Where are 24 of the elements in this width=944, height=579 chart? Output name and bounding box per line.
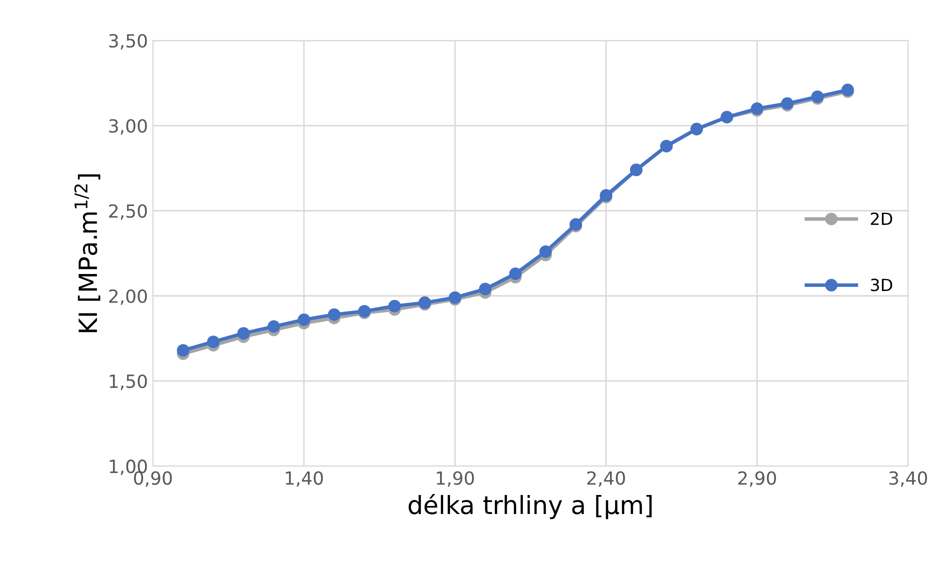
x-axis-title: délka trhliny a [µm] (408, 494, 652, 520)
y-tick-label: 3,00 (109, 119, 147, 135)
y-tick-label: 2,50 (109, 204, 147, 220)
point (509, 267, 522, 280)
y-axis-title: KI [MPa.m$^{1/2}$] (74, 174, 100, 332)
point (388, 300, 401, 312)
point (237, 327, 250, 340)
point (268, 320, 280, 333)
point (207, 336, 220, 348)
x-tick-label: 2,90 (738, 471, 776, 487)
point (478, 282, 492, 296)
x-tick-label: 3,40 (889, 471, 928, 487)
x-tick-label: 1,90 (436, 471, 474, 487)
point (539, 245, 552, 258)
x-tick-label: 2,40 (587, 471, 625, 487)
legend-label: 2D (870, 212, 892, 225)
y-tick-label: 3,50 (109, 34, 147, 50)
point (176, 344, 190, 357)
legend-label: 3D (870, 278, 892, 292)
x-tick-label: 1,40 (286, 471, 323, 487)
point (298, 313, 310, 326)
y-tick-label: 1,50 (110, 374, 147, 390)
point (328, 308, 340, 321)
y-tick-label: 2,00 (109, 289, 147, 305)
